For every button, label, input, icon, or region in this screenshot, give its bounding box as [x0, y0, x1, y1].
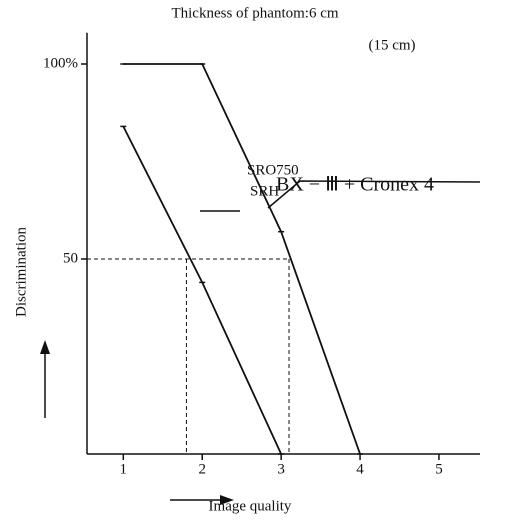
legend-label: SRH: [250, 183, 279, 199]
x-tick-label: 3: [277, 461, 285, 477]
y-axis-label: Discrimination: [13, 227, 29, 317]
label-leaders: [200, 180, 481, 212]
legend-label: BX − Ⅲ + Cronex 4: [276, 174, 434, 196]
legend-label: SRO750: [247, 162, 299, 178]
axis-arrows: [40, 340, 234, 505]
y-tick-label: 100%: [43, 55, 78, 71]
x-tick-label: 1: [120, 461, 128, 477]
chart-title: Thickness of phantom:6 cm: [171, 5, 338, 21]
x-tick-label: 2: [198, 461, 206, 477]
data-line: [123, 63, 361, 455]
x-axis-label: Image quality: [209, 498, 292, 514]
y-tick-label: 50: [63, 250, 78, 266]
chart-subtitle: (15 cm): [368, 37, 415, 53]
x-tick-label: 5: [435, 461, 443, 477]
x-tick-label: 4: [356, 461, 364, 477]
